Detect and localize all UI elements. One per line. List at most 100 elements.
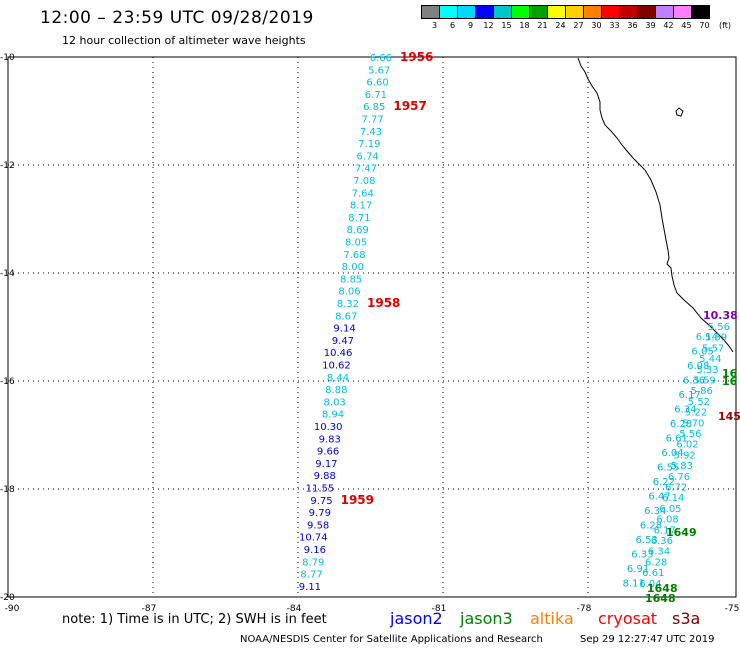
wave-height-value: 10.74 bbox=[299, 533, 328, 544]
legend-label: 45 bbox=[681, 21, 692, 30]
legend-label: 70 bbox=[699, 21, 710, 30]
legend-unit: (ft) bbox=[718, 21, 732, 30]
wave-height-value: 5.44 bbox=[699, 354, 721, 365]
wave-height-value: 6.08 bbox=[656, 515, 678, 526]
wave-height-value: 8.11 bbox=[623, 579, 645, 590]
y-tick-label: -20 bbox=[0, 593, 15, 603]
x-tick-label: -75 bbox=[725, 604, 740, 614]
time-label: 1958 bbox=[367, 296, 400, 310]
coastline bbox=[577, 57, 734, 353]
wave-height-value: 7.68 bbox=[343, 250, 365, 261]
time-label: 16 bbox=[722, 375, 738, 388]
wave-height-value: 8.79 bbox=[302, 557, 324, 568]
units-note: note: 1) Time is in UTC; 2) SWH is in fe… bbox=[62, 612, 327, 627]
time-label: 1957 bbox=[393, 99, 426, 113]
wave-height-value: 6.36 bbox=[683, 376, 705, 387]
wave-height-value: 8.17 bbox=[350, 201, 372, 212]
satellite-legend-altika: altika bbox=[530, 609, 574, 628]
color-scale-labels: 3 6 9 12 15 18 21 24 27 30 33 36 39 42 45 70 (ft) bbox=[421, 21, 740, 33]
wave-height-value: 6.14 bbox=[696, 332, 718, 343]
wave-height-value: 7.64 bbox=[352, 188, 374, 199]
wave-height-value: 9.83 bbox=[319, 434, 341, 445]
page-subtitle: 12 hour collection of altimeter wave hei… bbox=[62, 34, 306, 47]
wave-height-value: 6.85 bbox=[363, 102, 385, 113]
wave-height-value: 5.59 bbox=[693, 376, 715, 387]
wave-height-value: 9.14 bbox=[333, 324, 355, 335]
y-tick-label: -16 bbox=[0, 377, 15, 387]
wave-height-value: 8.77 bbox=[300, 570, 322, 581]
wave-height-value: 8.32 bbox=[337, 299, 359, 310]
wave-height-value: 8.00 bbox=[342, 262, 364, 273]
wave-height-value: 10.62 bbox=[322, 361, 351, 372]
wave-height-value: 8.85 bbox=[340, 274, 362, 285]
time-label: 1648 bbox=[647, 582, 678, 595]
wave-height-value: 5.70 bbox=[682, 418, 704, 429]
wave-height-value: 8.05 bbox=[345, 238, 367, 249]
legend-label: 42 bbox=[663, 21, 674, 30]
y-tick-label: -12 bbox=[0, 161, 15, 171]
wave-height-value: 6.47 bbox=[648, 492, 670, 503]
wave-height-value: 8.67 bbox=[335, 311, 357, 322]
wave-height-value: 8.88 bbox=[325, 385, 347, 396]
satellite-legend-jason2: jason2 bbox=[390, 609, 443, 628]
legend-label: 9 bbox=[467, 21, 474, 30]
wave-height-value: 6.28 bbox=[640, 521, 662, 532]
wave-height-value: 8.71 bbox=[348, 213, 370, 224]
wave-height-value: 8.03 bbox=[324, 397, 346, 408]
wave-height-value: 9.11 bbox=[299, 582, 321, 593]
wave-height-value: 9.75 bbox=[310, 496, 332, 507]
wave-height-value: 9.66 bbox=[317, 447, 339, 458]
wave-height-value: 6.34 bbox=[648, 547, 670, 558]
wave-height-value: 10.46 bbox=[324, 348, 353, 359]
wave-height-value: 7.08 bbox=[353, 176, 375, 187]
time-label: 145 bbox=[718, 410, 740, 423]
wave-height-value: 6.08 bbox=[687, 361, 709, 372]
x-tick-label: -90 bbox=[5, 604, 20, 614]
wave-height-value: 9.16 bbox=[304, 545, 326, 556]
legend-swatch bbox=[691, 5, 710, 19]
wave-height-value: 5.86 bbox=[691, 386, 713, 397]
satellite-legend-s3a: s3a bbox=[672, 609, 701, 628]
wave-height-value: 9.17 bbox=[315, 459, 337, 470]
time-label: 1959 bbox=[341, 493, 374, 507]
wave-height-value: 6.28 bbox=[645, 557, 667, 568]
wave-height-value: 6.66 bbox=[370, 53, 392, 64]
wave-height-value: 6.61 bbox=[666, 434, 688, 445]
wave-height-value: 9.47 bbox=[332, 336, 354, 347]
wave-height-value: 11.55 bbox=[306, 484, 335, 495]
satellite-legend-cryosat: cryosat bbox=[598, 609, 658, 628]
time-label: 10.38 bbox=[703, 309, 738, 322]
x-tick-label: -78 bbox=[577, 604, 592, 614]
wave-height-value: 6.72 bbox=[665, 483, 687, 494]
wave-height-value: 5.22 bbox=[685, 408, 707, 419]
x-tick-label: -84 bbox=[287, 604, 302, 614]
island-outline bbox=[675, 107, 684, 117]
wave-height-value: 8.94 bbox=[322, 410, 344, 421]
legend-label: 21 bbox=[537, 21, 548, 30]
legend-label: 24 bbox=[555, 21, 566, 30]
wave-height-value: 6.36 bbox=[651, 536, 673, 547]
wave-height-value: 6.34 bbox=[644, 506, 666, 517]
wave-height-value: 6.53 bbox=[636, 535, 658, 546]
legend-label: 30 bbox=[591, 21, 602, 30]
wave-height-value: 6.05 bbox=[691, 347, 713, 358]
wave-height-value: 5.67 bbox=[368, 65, 390, 76]
wave-height-value: 7.19 bbox=[358, 139, 380, 150]
page-title: 12:00 – 23:59 UTC 09/28/2019 bbox=[40, 8, 314, 28]
time-label: 1648 bbox=[645, 592, 676, 605]
wave-height-value: 7.43 bbox=[360, 127, 382, 138]
wave-height-value: 9.58 bbox=[307, 520, 329, 531]
y-tick-label: -10 bbox=[0, 53, 15, 63]
legend-label: 15 bbox=[501, 21, 512, 30]
satellite-legend-jason3: jason3 bbox=[460, 609, 513, 628]
color-scale-legend bbox=[421, 5, 710, 19]
wave-height-value: 5.57 bbox=[702, 343, 724, 354]
wave-height-value: 5.83 bbox=[671, 461, 693, 472]
wave-height-value: 6.17 bbox=[654, 525, 676, 536]
wave-height-value: 6.04 bbox=[661, 448, 683, 459]
wave-height-value: 5.52 bbox=[688, 397, 710, 408]
wave-height-value: 8.06 bbox=[338, 287, 360, 298]
credit-text: NOAA/NESDIS Center for Satellite Applica… bbox=[240, 634, 543, 645]
time-label: 1956 bbox=[400, 50, 433, 64]
